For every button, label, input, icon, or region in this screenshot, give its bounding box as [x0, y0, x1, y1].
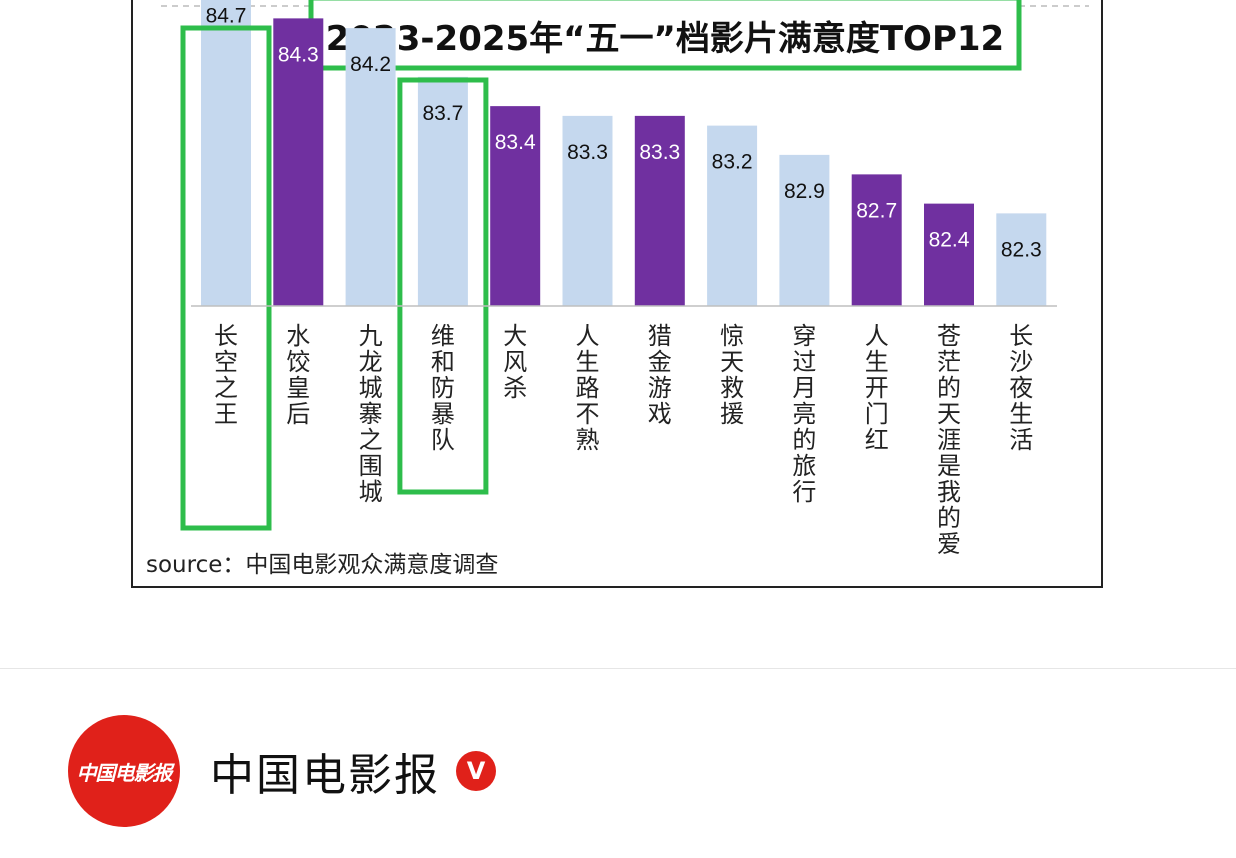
bar	[490, 106, 541, 306]
data-label: 84.3	[278, 43, 319, 66]
data-label: 82.9	[784, 180, 825, 203]
bar	[201, 0, 251, 306]
data-label: 84.7	[206, 4, 247, 27]
data-label: 82.3	[1001, 238, 1042, 261]
category-label: 人生路不熟	[576, 322, 600, 454]
bar	[273, 18, 324, 306]
data-label: 83.7	[422, 102, 463, 125]
category-label: 苍茫的天涯是我的爱	[937, 322, 961, 558]
bar	[345, 28, 396, 306]
verified-badge-icon: V	[456, 751, 496, 791]
bar	[634, 115, 685, 306]
bar	[924, 203, 974, 306]
avatar[interactable]: 中国电影报	[68, 715, 180, 827]
data-label: 83.3	[567, 141, 608, 164]
highlight-box	[397, 77, 489, 495]
category-label: 长空之王	[214, 322, 238, 428]
bar	[996, 213, 1047, 306]
category-label: 九龙城寨之围城	[359, 322, 383, 506]
chart-svg: 2023-2025年“五一”档影片满意度TOP12 84.7 长空之王 84.3 水饺皇…	[146, 0, 1089, 578]
bar	[779, 154, 830, 306]
section-divider	[0, 668, 1236, 669]
bar	[851, 174, 902, 306]
data-label: 84.2	[350, 53, 391, 76]
data-label: 83.4	[495, 131, 536, 154]
category-label: 穿过月亮的旅行	[792, 322, 816, 506]
bar	[562, 115, 613, 306]
category-label: 长沙夜生活	[1009, 322, 1033, 454]
data-label: 83.2	[712, 151, 753, 174]
data-label: 83.3	[639, 141, 680, 164]
bar	[707, 125, 758, 306]
category-label: 大风杀	[503, 322, 527, 402]
category-label: 人生开门红	[865, 322, 889, 454]
bar	[417, 76, 468, 306]
chart-frame: 2023-2025年“五一”档影片满意度TOP12 84.7 长空之王 84.3 水饺皇…	[131, 0, 1103, 588]
chart-title: 2023-2025年“五一”档影片满意度TOP12	[326, 19, 1004, 59]
highlight-box	[180, 25, 272, 531]
account-name[interactable]: 中国电影报	[210, 750, 440, 801]
account-row[interactable]: 中国电影报 中国电影报 V	[68, 715, 496, 827]
category-label: 水饺皇后	[286, 322, 310, 428]
category-label: 维和防暴队	[431, 322, 455, 454]
data-label: 82.7	[856, 199, 897, 222]
category-label: 惊天救援	[720, 322, 744, 428]
data-label: 82.4	[929, 229, 970, 252]
category-label: 猎金游戏	[648, 322, 672, 428]
chart-source: source：中国电影观众满意度调查	[146, 552, 498, 578]
